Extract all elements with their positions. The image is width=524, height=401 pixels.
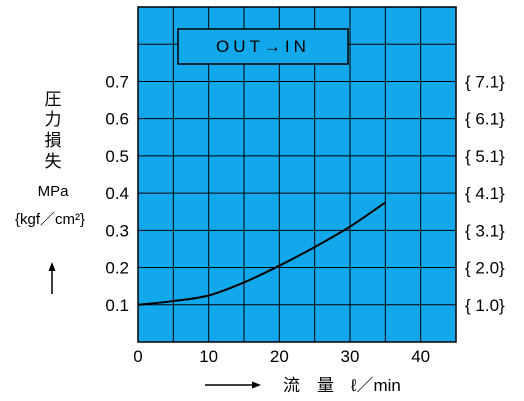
- y-tick-label: 0.3: [105, 221, 129, 240]
- x-axis-label: 流 量 ℓ／min: [283, 376, 401, 395]
- x-tick-label: 30: [341, 347, 360, 366]
- y-tick-label: 0.6: [105, 110, 129, 129]
- y-tick-label: 0.5: [105, 147, 129, 166]
- y-tick-label: 0.1: [105, 296, 129, 315]
- ylabel-unit-kgf: {kgf／cm²}: [15, 211, 85, 228]
- annotation-box: [177, 28, 349, 65]
- ylabel-char-3: 損: [45, 131, 62, 150]
- ylabel-char-1: 圧: [45, 90, 62, 109]
- annotation-text: OUT→IN: [216, 37, 310, 56]
- y2-tick-label: { 3.1}: [465, 221, 505, 240]
- x-tick-label: 40: [411, 347, 430, 366]
- x-tick-label: 20: [270, 347, 289, 366]
- up-arrow-icon: [48, 262, 56, 271]
- y2-tick-label: { 2.0}: [465, 259, 505, 278]
- y-tick-labels: 0.1 0.2 0.3 0.4 0.5 0.6 0.7: [105, 72, 129, 314]
- x-tick-label: 0: [133, 347, 142, 366]
- y-tick-label: 0.4: [105, 184, 129, 203]
- y-tick-label: 0.2: [105, 259, 129, 278]
- y2-tick-labels: { 1.0} { 2.0} { 3.1} { 4.1} { 5.1} { 6.1} { 7.…: [465, 72, 505, 314]
- x-tick-label: 10: [199, 347, 218, 366]
- y2-tick-label: { 7.1}: [465, 72, 505, 91]
- x-tick-labels: 0 10 20 30 40: [133, 347, 430, 366]
- ylabel-char-2: 力: [45, 110, 62, 129]
- y-tick-label: 0.7: [105, 72, 129, 91]
- y2-tick-label: { 5.1}: [465, 147, 505, 166]
- ylabel-char-4: 失: [45, 152, 62, 171]
- y2-tick-label: { 1.0}: [465, 296, 505, 315]
- plot-frame: [137, 6, 457, 343]
- series-line: [137, 201, 386, 306]
- y2-tick-label: { 6.1}: [465, 110, 505, 129]
- right-arrow-icon: [252, 381, 261, 389]
- ylabel-unit-mpa: MPa: [38, 183, 70, 200]
- y2-tick-label: { 4.1}: [465, 184, 505, 203]
